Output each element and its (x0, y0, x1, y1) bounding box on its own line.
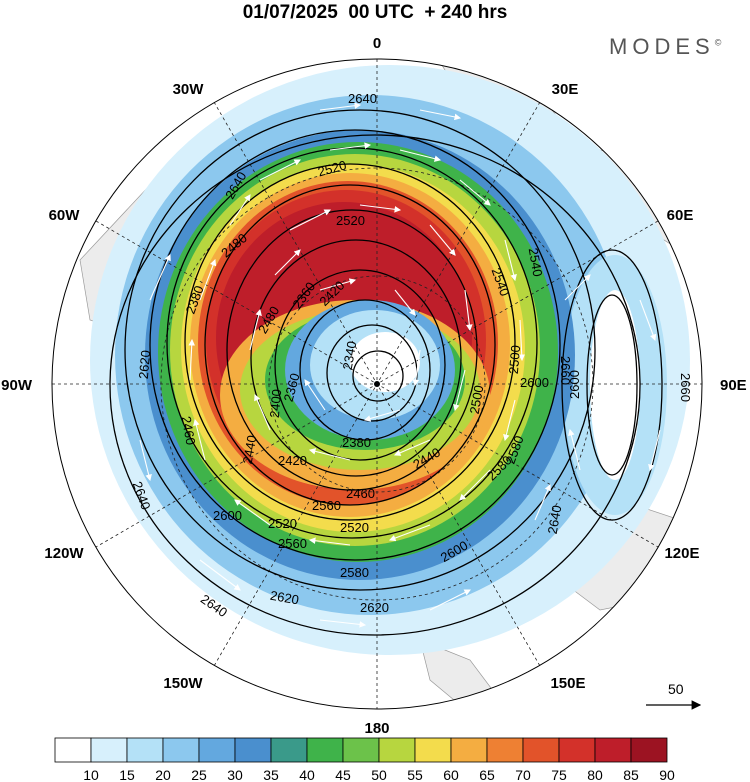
longitude-labels: 0 30E 60E 90E 120E 150E 180 150W 120W 90… (1, 35, 747, 737)
brand-text: MODES (609, 34, 715, 59)
contour-label: 2660 (678, 373, 693, 402)
colorbar-tick: 30 (227, 767, 243, 782)
colorbar-tick: 35 (263, 767, 279, 782)
colorbar-cell (306, 737, 344, 763)
contour-label: 2600 (567, 370, 582, 399)
contour-label: 2400 (267, 388, 284, 418)
contour-label: 2640 (545, 504, 565, 535)
colorbar-cell (54, 737, 92, 763)
contour-label: 2500 (506, 345, 523, 375)
colorbar-cell (198, 737, 236, 763)
colorbar-cell (630, 737, 668, 763)
contour-label: 2340 (340, 340, 360, 371)
contour-label: 2620 (136, 350, 153, 380)
colorbar-tick: 75 (551, 767, 567, 782)
colorbar-tick: 50 (371, 767, 387, 782)
contour-label: 2640 (348, 91, 377, 106)
colorbar-cell (90, 737, 128, 763)
colorbar-tick: 45 (335, 767, 351, 782)
colorbar-cell (558, 737, 596, 763)
colorbar-cell (522, 737, 560, 763)
colorbar-cell (594, 737, 632, 763)
contour-label: 2620 (360, 600, 389, 615)
brand-logo: MODES© (609, 34, 721, 60)
contour-label: 2520 (268, 516, 297, 531)
contour-label: 2460 (346, 486, 375, 501)
colorbar-cell (486, 737, 524, 763)
lon-label-60e: 60E (667, 207, 694, 224)
contour-label: 2360 (281, 372, 303, 404)
contour-label: 2520 (336, 213, 365, 228)
reference-vector-label: 50 (668, 681, 684, 697)
lon-label-30w: 30W (173, 81, 205, 98)
colorbar-tick: 15 (119, 767, 135, 782)
contour-label: 2580 (340, 565, 369, 580)
colorbar-cell (126, 737, 164, 763)
contour-label: 2380 (342, 435, 371, 450)
colorbar-cells (54, 737, 668, 763)
contour-label: 2620 (269, 588, 300, 608)
colorbar-cell (234, 737, 272, 763)
colorbar-cell (270, 737, 308, 763)
contour-label: 2600 (520, 375, 549, 390)
pole-marker (374, 381, 380, 387)
contour-label: 2520 (316, 157, 348, 179)
contour-label: 2600 (213, 508, 242, 523)
colorbar-tick: 65 (479, 767, 495, 782)
colorbar-cell (378, 737, 416, 763)
wind-speed-shading (90, 65, 690, 655)
contour-label: 2660 (558, 356, 573, 385)
map-boundary (51, 58, 703, 710)
colorbar: 10 15 20 25 30 35 40 45 50 55 60 65 70 7… (54, 737, 675, 782)
contour-label: 2560 (312, 498, 341, 513)
reference-vector: 50 (646, 681, 702, 710)
lon-label-90e: 90E (720, 377, 747, 394)
lon-label-150e: 150E (550, 675, 585, 692)
lon-label-120w: 120W (44, 545, 84, 562)
colorbar-cell (450, 737, 488, 763)
map-disc: 2640 2640 2620 2600 2580 2560 2540 2520 … (52, 59, 702, 709)
lon-label-0: 0 (373, 35, 381, 52)
colorbar-tick-labels: 10 15 20 25 30 35 40 45 50 55 60 65 70 7… (83, 767, 675, 782)
colorbar-tick: 60 (443, 767, 459, 782)
colorbar-tick: 55 (407, 767, 423, 782)
colorbar-cell (162, 737, 200, 763)
map-title: 01/07/2025 00 UTC + 240 hrs (242, 2, 508, 23)
lon-label-150w: 150W (163, 675, 203, 692)
colorbar-cell (414, 737, 452, 763)
contour-label: 2520 (340, 520, 369, 535)
lon-label-60w: 60W (49, 207, 81, 224)
lon-label-90w: 90W (1, 377, 33, 394)
lon-label-120e: 120E (664, 545, 699, 562)
colorbar-tick: 90 (659, 767, 675, 782)
colorbar-tick: 70 (515, 767, 531, 782)
contour-label: 2460 (179, 415, 199, 446)
colorbar-cell (342, 737, 380, 763)
lon-label-180: 180 (364, 720, 389, 737)
brand-mark: © (714, 37, 722, 48)
contour-label: 2560 (278, 536, 307, 551)
contour-label: 2420 (278, 453, 307, 468)
colorbar-tick: 40 (299, 767, 315, 782)
contour-label: 2540 (526, 247, 546, 278)
colorbar-tick: 80 (587, 767, 603, 782)
wind-vectors (139, 102, 661, 628)
colorbar-tick: 25 (191, 767, 207, 782)
contour-label: 2440 (240, 434, 260, 465)
colorbar-tick: 85 (623, 767, 639, 782)
colorbar-tick: 20 (155, 767, 171, 782)
contour-label: 2500 (467, 384, 487, 415)
lon-label-30e: 30E (552, 81, 579, 98)
colorbar-tick: 10 (83, 767, 99, 782)
